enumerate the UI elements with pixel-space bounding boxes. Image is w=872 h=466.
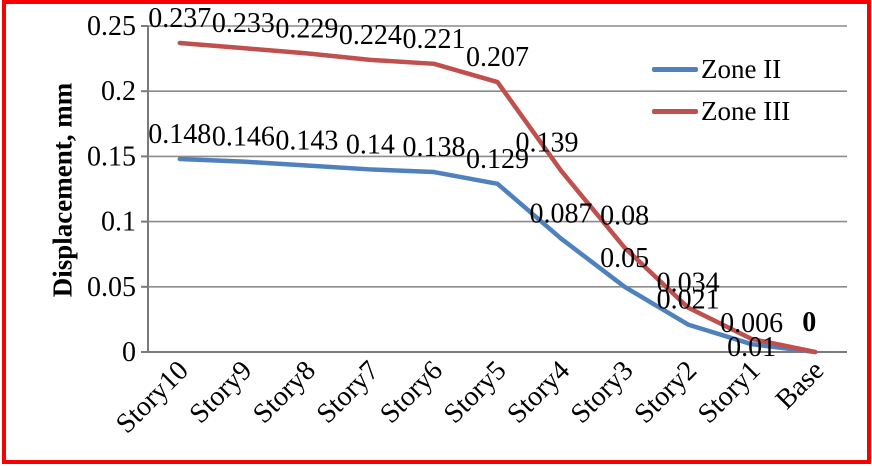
data-label-zone-ii-story2: 0.021	[657, 285, 720, 316]
x-tick-label-story6: Story6	[374, 355, 449, 430]
zone-ii-line-sample	[652, 66, 698, 72]
x-tick-label-story4: Story4	[501, 355, 576, 430]
x-tick-label-base: Base	[770, 355, 830, 415]
data-label-zone-iii-story10: 0.237	[148, 3, 211, 34]
data-label-zone-ii-story8: 0.143	[275, 126, 338, 157]
data-label-zone-iii-story1: 0.01	[727, 332, 776, 363]
y-tick-label: 0.2	[101, 76, 136, 107]
y-tick-label: 0.05	[87, 272, 136, 303]
y-tick-label: 0.25	[87, 11, 136, 42]
x-tick-label-story9: Story9	[184, 355, 259, 430]
legend-label-zone-ii: Zone II	[701, 53, 782, 84]
legend-item-zone-ii: Zone II	[652, 54, 790, 84]
x-tick-label-story5: Story5	[438, 355, 513, 430]
data-label-zone-iii-story2: 0.034	[657, 268, 720, 299]
x-tick-label-story3: Story3	[565, 355, 640, 430]
data-label-zone-iii-story3: 0.08	[600, 201, 649, 232]
data-label-zone-ii-story1: 0.006	[720, 308, 783, 339]
legend-item-zone-iii: Zone III	[652, 96, 790, 126]
data-label-zone-ii-story5: 0.129	[466, 144, 529, 175]
data-label-zone-iii-story5: 0.207	[466, 42, 529, 73]
x-tick-label-story7: Story7	[311, 355, 386, 430]
data-label-zone-iii-story4: 0.139	[516, 128, 579, 159]
series-line-zone-ii	[177, 156, 818, 355]
data-label-zone-ii-story7: 0.14	[346, 129, 395, 160]
zone-iii-line-sample	[652, 108, 698, 114]
data-label-zone-iii-story8: 0.229	[275, 13, 338, 44]
y-axis-title: Displacement, mm	[47, 82, 78, 298]
series-line-zone-iii	[177, 40, 818, 355]
y-tick-label: 0.15	[87, 141, 136, 172]
data-label-zone-ii-story10: 0.148	[148, 119, 211, 150]
data-label-zone-iii-base: 0	[802, 307, 816, 338]
data-label-zone-ii-story6: 0.138	[402, 132, 465, 163]
data-label-zone-iii-story6: 0.221	[402, 24, 465, 55]
data-label-zone-ii-story4: 0.087	[530, 199, 593, 230]
legend-label-zone-iii: Zone III	[701, 95, 791, 126]
y-tick-label: 0	[122, 337, 136, 368]
x-tick-label-story8: Story8	[247, 355, 322, 430]
y-tick-label: 0.1	[101, 207, 136, 238]
data-label-zone-ii-story9: 0.146	[212, 122, 275, 153]
data-label-zone-iii-story7: 0.224	[339, 20, 402, 51]
legend: Zone II Zone III	[652, 54, 790, 126]
data-label-zone-iii-story9: 0.233	[212, 8, 275, 39]
x-tick-label-story1: Story1	[692, 355, 767, 430]
x-tick-label-story2: Story2	[628, 355, 703, 430]
data-label-zone-ii-story3: 0.05	[600, 243, 649, 274]
